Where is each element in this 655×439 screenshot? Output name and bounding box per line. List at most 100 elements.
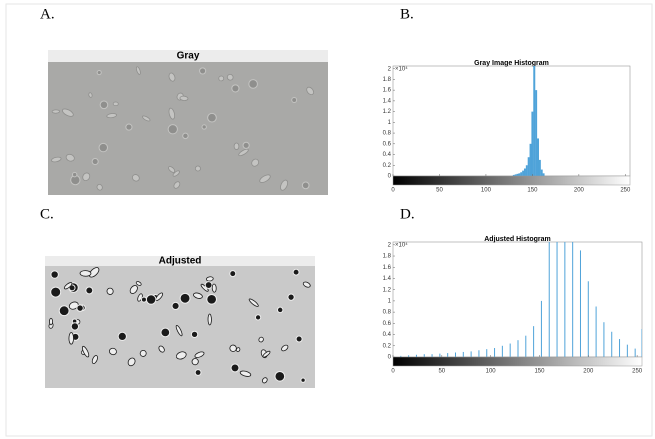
- cell: [229, 270, 237, 278]
- y-tick-label: 0.8: [383, 131, 392, 137]
- cell: [204, 281, 213, 290]
- x-tick-label: 200: [574, 188, 585, 194]
- cell: [179, 292, 191, 304]
- cell: [301, 181, 310, 190]
- chart-title: Gray Image Histogram: [474, 60, 549, 67]
- cell: [175, 324, 183, 337]
- x-tick-label: 250: [632, 369, 643, 375]
- cell: [233, 142, 240, 150]
- cell: [167, 124, 178, 135]
- cell: [205, 276, 214, 282]
- cell: [295, 335, 303, 343]
- x-tick-label: 150: [527, 188, 538, 194]
- image-title: Gray: [177, 51, 200, 62]
- cell: [96, 184, 103, 191]
- cell: [173, 181, 181, 189]
- cell: [194, 351, 205, 358]
- y-multiplier: ×10⁴: [395, 66, 408, 73]
- cell: [248, 298, 259, 307]
- y-tick-label: 0.6: [383, 141, 392, 147]
- cell: [206, 293, 217, 305]
- cell: [98, 142, 109, 153]
- cell: [88, 92, 93, 98]
- y-tick-label: 0.4: [383, 332, 392, 338]
- cell: [50, 286, 62, 298]
- cell: [291, 97, 298, 103]
- cell: [262, 350, 271, 358]
- y-tick-label: 0.2: [383, 163, 392, 169]
- cell: [302, 281, 311, 288]
- cell: [135, 66, 141, 75]
- cell: [91, 157, 99, 166]
- cell: [201, 124, 207, 130]
- cell: [172, 170, 180, 177]
- cell: [292, 268, 300, 276]
- x-tick-label: 100: [481, 188, 492, 194]
- panel-label: A.: [40, 6, 55, 22]
- cell: [258, 336, 264, 343]
- cell: [259, 174, 271, 183]
- x-tick-label: 0: [391, 369, 395, 375]
- colorbar: [392, 356, 643, 367]
- y-tick-label: 1.8: [383, 77, 392, 83]
- cell: [51, 109, 61, 114]
- cell: [194, 369, 202, 376]
- y-tick-label: 0: [388, 355, 392, 361]
- panel-label: B.: [400, 6, 414, 22]
- cell: [235, 347, 241, 352]
- cell: [182, 132, 189, 140]
- x-tick-label: 50: [438, 369, 445, 375]
- y-tick-label: 1.4: [383, 98, 392, 104]
- panel-label: D.: [400, 206, 415, 222]
- y-tick-label: 1.4: [383, 276, 392, 282]
- cell: [117, 331, 127, 342]
- cell: [238, 148, 249, 157]
- cell: [254, 314, 262, 321]
- cell: [190, 330, 199, 339]
- cell: [306, 86, 314, 95]
- cell: [76, 304, 84, 312]
- series: [512, 66, 545, 176]
- cell: [211, 283, 217, 293]
- frame: [5, 3, 653, 437]
- cell: [82, 172, 91, 181]
- cell: [51, 156, 62, 163]
- y-multiplier: ×10⁴: [395, 242, 408, 249]
- cell: [207, 313, 212, 326]
- cell: [49, 317, 53, 326]
- y-tick-label: 0.4: [383, 152, 392, 158]
- y-tick-label: 1.6: [383, 88, 392, 94]
- x-tick-label: 250: [620, 188, 631, 194]
- cell: [239, 370, 252, 377]
- y-tick-label: 2: [388, 242, 392, 248]
- cell: [135, 281, 142, 286]
- cell: [231, 84, 240, 93]
- cell: [106, 287, 114, 295]
- cell: [261, 377, 268, 384]
- image: [48, 62, 328, 195]
- cell: [199, 67, 207, 75]
- cell: [112, 101, 119, 107]
- cell: [91, 355, 98, 365]
- cell: [125, 123, 133, 131]
- x-tick-label: 50: [436, 188, 443, 194]
- cell: [193, 292, 203, 299]
- cell: [88, 267, 100, 278]
- cell: [230, 363, 240, 373]
- cell: [168, 107, 176, 120]
- x-tick-label: 200: [583, 369, 594, 375]
- cell: [276, 306, 284, 314]
- cell: [242, 141, 250, 149]
- cell: [127, 357, 136, 367]
- cell: [226, 74, 234, 81]
- cell: [85, 286, 94, 295]
- y-tick-label: 1: [388, 120, 392, 126]
- cell: [274, 370, 286, 382]
- cell: [142, 115, 151, 122]
- cell: [62, 108, 74, 117]
- y-tick-label: 1.2: [383, 287, 392, 293]
- cell: [145, 294, 157, 305]
- cell: [65, 153, 75, 162]
- series: [400, 242, 642, 357]
- cell: [280, 179, 289, 191]
